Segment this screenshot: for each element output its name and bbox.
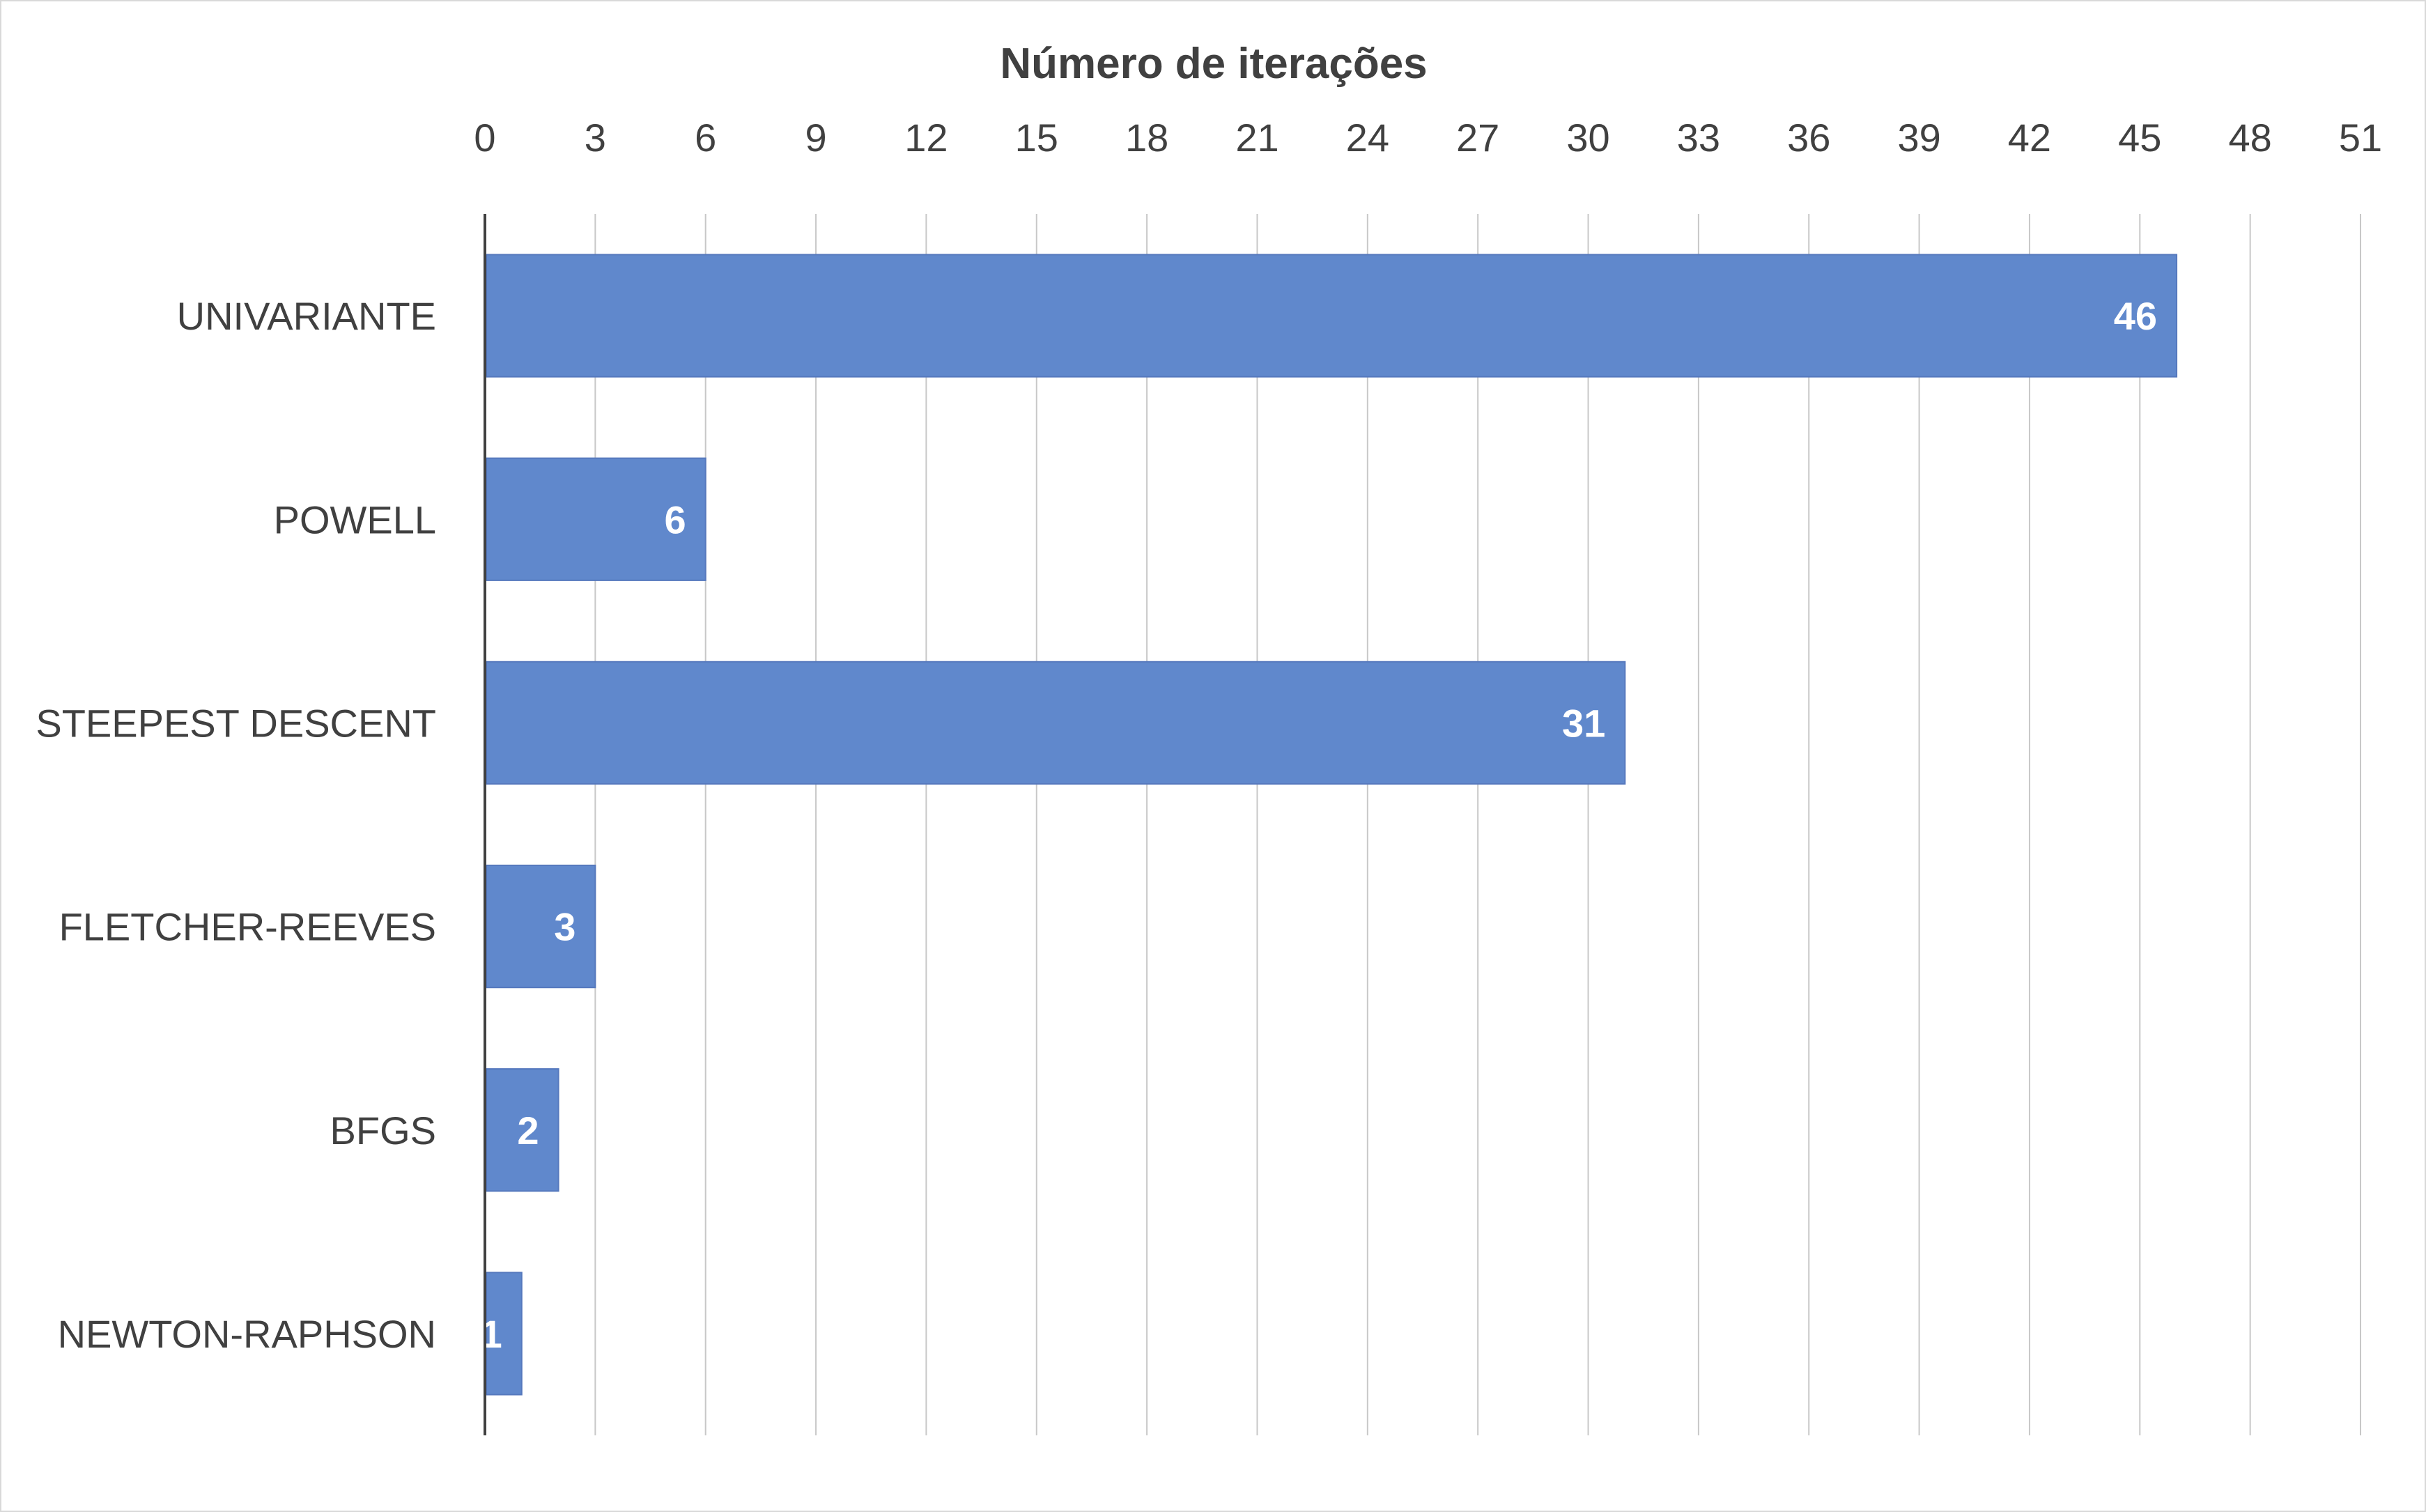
bars <box>486 254 2178 1396</box>
x-tick-label: 39 <box>1897 116 1940 160</box>
category-label: UNIVARIANTE <box>177 294 436 338</box>
x-axis-ticks: 0 3 6 9 12 15 18 21 24 27 30 33 36 39 42 45 48 51 <box>474 116 2382 160</box>
x-tick-label: 6 <box>695 116 716 160</box>
category-label: BFGS <box>330 1109 436 1152</box>
y-axis-categories: UNIVARIANTE POWELL STEEPEST DESCENT FLETCHE… <box>36 294 436 1356</box>
data-label: 2 <box>517 1109 539 1152</box>
x-tick-label: 30 <box>1566 116 1609 160</box>
category-label: STEEPEST DESCENT <box>36 701 436 745</box>
x-tick-label: 24 <box>1346 116 1389 160</box>
x-tick-label: 18 <box>1125 116 1168 160</box>
category-label: NEWTON-RAPHSON <box>58 1312 436 1356</box>
bar-steepest-descent <box>486 661 1626 785</box>
bar-powell <box>486 457 706 581</box>
data-label: 3 <box>554 905 575 949</box>
gridlines <box>594 214 2361 1435</box>
category-label: FLETCHER-REEVES <box>59 905 436 949</box>
bar-fletcher-reeves <box>486 864 596 989</box>
x-tick-label: 42 <box>2008 116 2051 160</box>
x-tick-label: 27 <box>1456 116 1499 160</box>
x-tick-label: 3 <box>585 116 606 160</box>
x-tick-label: 36 <box>1787 116 1830 160</box>
x-tick-label: 48 <box>2228 116 2271 160</box>
data-label: 6 <box>665 497 686 541</box>
x-tick-label: 12 <box>904 116 948 160</box>
x-tick-label: 45 <box>2118 116 2161 160</box>
x-tick-label: 9 <box>805 116 826 160</box>
x-tick-label: 15 <box>1015 116 1058 160</box>
category-label: POWELL <box>274 497 436 541</box>
x-tick-label: 21 <box>1235 116 1278 160</box>
x-tick-label: 51 <box>2339 116 2382 160</box>
data-label: 46 <box>2114 294 2157 338</box>
data-label: 31 <box>1562 701 1605 745</box>
bar-univariante <box>486 254 2178 378</box>
x-tick-label: 33 <box>1677 116 1720 160</box>
x-axis-title: Número de iterações <box>1000 40 1427 88</box>
x-tick-label: 0 <box>474 116 495 160</box>
